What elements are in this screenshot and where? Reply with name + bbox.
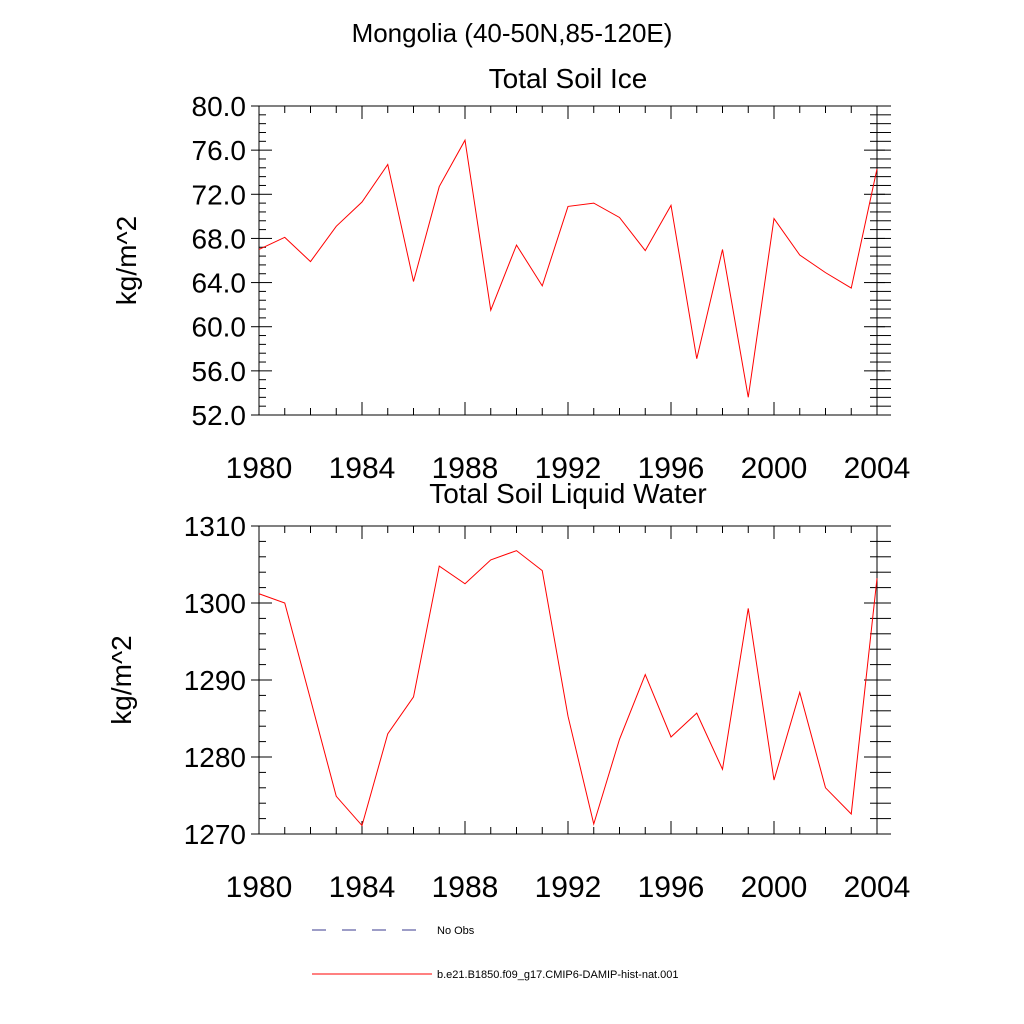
x-tick-label: 1980: [226, 871, 293, 904]
panel-title: Total Soil Ice: [489, 63, 648, 94]
x-tick-label: 1980: [226, 452, 293, 485]
y-tick-label: 52.0: [192, 400, 247, 431]
y-tick-label: 1310: [184, 511, 246, 542]
y-tick-label: 56.0: [192, 356, 247, 387]
y-tick-label: 60.0: [192, 312, 247, 343]
x-tick-label: 1992: [535, 871, 602, 904]
x-tick-label: 1996: [638, 871, 705, 904]
series-line: [258, 550, 878, 827]
x-tick-label: 2000: [741, 871, 808, 904]
y-tick-label: 68.0: [192, 223, 247, 254]
panel-total-soil-ice: Total Soil Ice 1980 1984 1988 1992 1996 2000 20…: [111, 63, 910, 485]
plot-frame: [258, 105, 878, 416]
x-tick-label: 1996: [638, 452, 705, 485]
series-line: [258, 138, 878, 398]
legend: No Obs b.e21.B1850.f09_g17.CMIP6-DAMIP-h…: [312, 925, 679, 981]
panel-total-soil-liquid-water: Total Soil Liquid Water 1980 1984 1988 1992 1…: [106, 478, 910, 904]
figure-title: Mongolia (40-50N,85-120E): [352, 18, 673, 48]
x-tick-label: 2000: [741, 452, 808, 485]
panel-title: Total Soil Liquid Water: [429, 478, 707, 509]
x-tick-label: 1988: [432, 871, 499, 904]
x-tick-label: 2004: [844, 452, 911, 485]
y-axis-label: kg/m^2: [111, 216, 142, 305]
legend-label-no-obs: No Obs: [437, 925, 475, 937]
y-tick-label: 1270: [184, 819, 246, 850]
y-axis-label: kg/m^2: [106, 635, 137, 724]
x-tick-label: 1992: [535, 452, 602, 485]
plot-frame: [258, 525, 878, 835]
x-tick-label: 1984: [329, 452, 396, 485]
x-tick-label: 1988: [432, 452, 499, 485]
x-tick-label: 2004: [844, 871, 911, 904]
y-tick-label: 1290: [184, 665, 246, 696]
legend-label-model: b.e21.B1850.f09_g17.CMIP6-DAMIP-hist-nat…: [437, 969, 679, 981]
y-tick-label: 64.0: [192, 268, 247, 299]
y-tick-label: 1280: [184, 742, 246, 773]
y-tick-label: 1300: [184, 588, 246, 619]
y-tick-label: 76.0: [192, 135, 247, 166]
y-tick-label: 80.0: [192, 91, 247, 122]
y-tick-label: 72.0: [192, 179, 247, 210]
x-tick-label: 1984: [329, 871, 396, 904]
